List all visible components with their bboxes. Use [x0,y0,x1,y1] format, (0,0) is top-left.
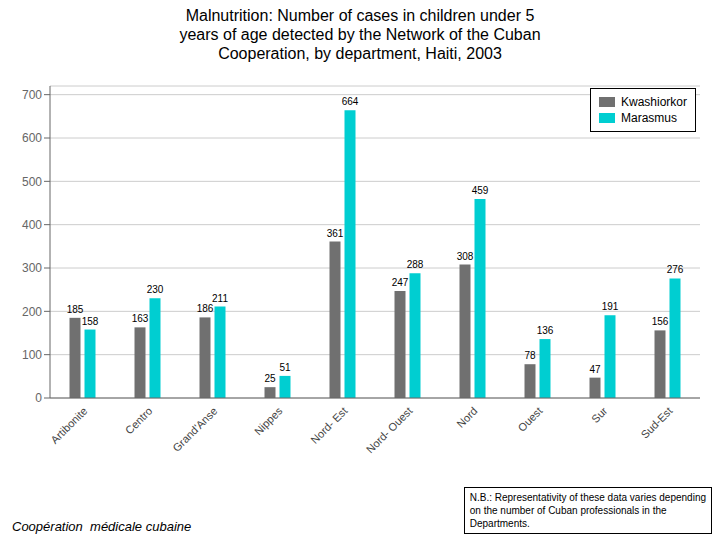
html-text:N.B.: Representativity of thes: N.B.: Representativity of these data var… [469,492,706,529]
svg-text:361: 361 [327,228,344,239]
svg-text:Nord- Est: Nord- Est [308,405,349,446]
html-text:years of age detected by the N: years of age detected by the Network of … [179,26,541,43]
svg-text:185: 185 [67,304,84,315]
svg-text:276: 276 [667,264,684,275]
svg-text:158: 158 [82,316,99,327]
svg-text:308: 308 [457,251,474,262]
svg-text:Sud-Est: Sud-Est [638,405,674,441]
svg-text:186: 186 [197,303,214,314]
svg-text:Ouest: Ouest [515,405,544,434]
svg-text:500: 500 [22,175,42,189]
svg-text:47: 47 [589,364,601,375]
svg-text:459: 459 [472,185,489,196]
svg-text:288: 288 [407,259,424,270]
svg-text:Nord- Ouest: Nord- Ouest [364,405,415,456]
svg-text:200: 200 [22,305,42,319]
svg-text:0: 0 [35,391,42,405]
svg-text:25: 25 [264,373,276,384]
html-text:Malnutrition: Number of cases: Malnutrition: Number of cases in childre… [185,7,535,24]
svg-text:600: 600 [22,131,42,145]
svg-text:156: 156 [652,316,669,327]
svg-text:664: 664 [342,96,359,107]
svg-text:163: 163 [132,313,149,324]
svg-text:Centro: Centro [123,405,155,437]
svg-text:211: 211 [212,293,228,304]
svg-text:100: 100 [22,348,42,362]
svg-text:Nippes: Nippes [252,404,285,437]
svg-text:247: 247 [392,277,409,288]
svg-text:Nord: Nord [454,405,479,430]
svg-text:51: 51 [279,362,291,373]
svg-text:700: 700 [22,88,42,102]
html-text:Coopération médicale cubaine: Coopération médicale cubaine [12,519,192,534]
svg-text:78: 78 [524,350,536,361]
svg-text:Artibonite: Artibonite [48,405,89,446]
html-text:Kwashiorkor: Kwashiorkor [621,95,687,109]
html-text:Marasmus: Marasmus [621,111,677,125]
svg-text:300: 300 [22,261,42,275]
svg-text:191: 191 [602,301,619,312]
html-text:Cooperation, by department, Ha: Cooperation, by department, Haiti, 2003 [218,45,502,62]
svg-text:Sur: Sur [589,404,610,425]
svg-text:Grand'Anse: Grand'Anse [170,405,219,454]
svg-text:230: 230 [147,284,164,295]
svg-text:400: 400 [22,218,42,232]
svg-text:136: 136 [537,325,554,336]
